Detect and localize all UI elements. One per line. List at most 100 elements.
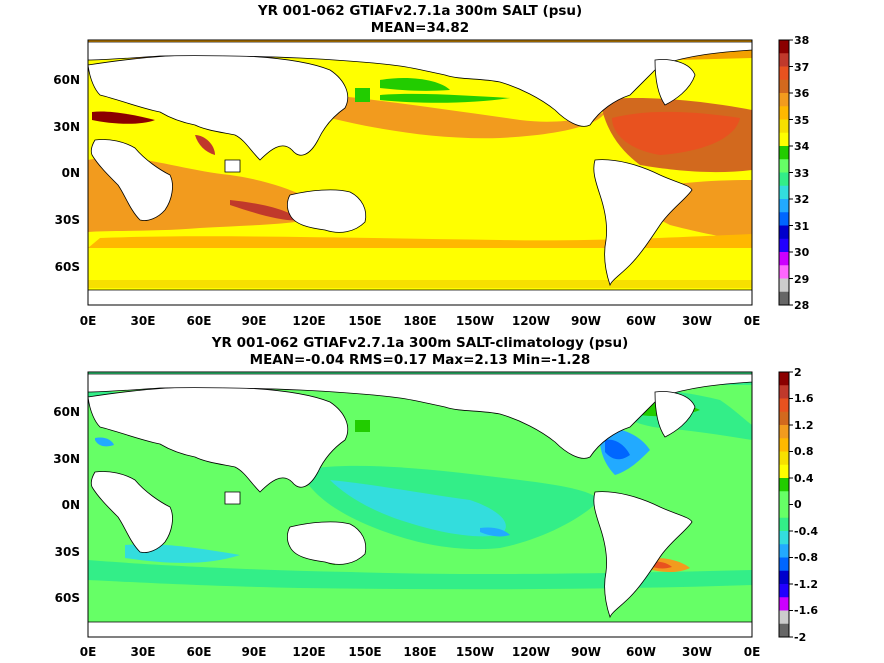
bottom-x-tick-12: 0E <box>744 645 761 659</box>
bottom-chart-subtitle: MEAN=-0.04 RMS=0.17 Max=2.13 Min=-1.28 <box>249 352 591 368</box>
bottom-cb-tick-7: -0.8 <box>794 551 818 564</box>
bottom-y-tick-2: 0N <box>62 498 80 512</box>
top-cb-tick-9: 29 <box>794 273 809 286</box>
bottom-cb-tick-5: 0 <box>794 498 802 511</box>
colorbar-swatch <box>779 212 789 226</box>
colorbar-swatch <box>779 199 789 213</box>
top-x-tick-1: 30E <box>131 314 156 328</box>
top-map <box>88 40 752 305</box>
colorbar-swatch <box>779 172 789 187</box>
bottom-x-tick-6: 180E <box>403 645 436 659</box>
bottom-cb-tick-9: -1.6 <box>794 604 818 617</box>
top-x-tick-4: 120E <box>292 314 325 328</box>
top-cb-tick-1: 37 <box>794 61 809 74</box>
colorbar-swatch <box>779 478 789 492</box>
bottom-y-tick-0: 60N <box>53 405 80 419</box>
bottom-x-tick-3: 90E <box>242 645 267 659</box>
bottom-x-tick-7: 150W <box>456 645 494 659</box>
colorbar-swatch <box>779 385 789 399</box>
top-cb-tick-4: 34 <box>794 140 810 153</box>
colorbar-swatch <box>779 372 789 386</box>
colorbar-swatch <box>779 491 789 505</box>
colorbar-swatch <box>779 544 789 558</box>
bottom-x-tick-8: 120W <box>512 645 550 659</box>
colorbar-swatch <box>779 584 789 598</box>
bottom-map <box>88 372 752 637</box>
colorbar-swatch <box>779 517 789 532</box>
bottom-y-ticks: 60N 30N 0N 30S 60S <box>53 405 80 605</box>
bottom-x-tick-11: 30W <box>682 645 712 659</box>
top-y-tick-2: 0N <box>62 166 80 180</box>
colorbar-swatch <box>779 531 789 545</box>
colorbar-swatch <box>779 106 789 120</box>
top-cb-tick-3: 35 <box>794 114 809 127</box>
bottom-chart-title: YR 001-062 GTIAFv2.7.1a 300m SALT-climat… <box>211 335 629 351</box>
colorbar-swatch <box>779 66 789 81</box>
colorbar-swatch <box>779 425 789 439</box>
top-y-ticks: 60N 30N 0N 30S 60S <box>53 73 80 274</box>
colorbar-swatch <box>779 40 789 54</box>
colorbar-swatch <box>779 291 789 306</box>
top-map-frame <box>87 39 753 306</box>
top-x-tick-11: 30W <box>682 314 712 328</box>
top-x-tick-3: 90E <box>242 314 267 328</box>
top-cb-tick-10: 28 <box>794 299 809 312</box>
colorbar-swatch <box>779 398 789 413</box>
bottom-cb-tick-6: -0.4 <box>794 525 818 538</box>
bottom-cb-tick-4: 0.4 <box>794 472 814 485</box>
bottom-colorbar-ticks: 2 1.6 1.2 0.8 0.4 0 -0.4 -0.8 -1.2 -1.6 … <box>794 366 818 644</box>
colorbar-swatch <box>779 610 789 625</box>
top-colorbar-ticks: 38 37 36 35 34 33 32 31 30 29 28 <box>794 34 810 312</box>
top-y-tick-4: 60S <box>55 260 80 274</box>
colorbar-swatch <box>779 53 789 67</box>
colorbar-swatch <box>779 451 789 466</box>
colorbar-swatch <box>779 252 789 266</box>
colorbar-swatch <box>779 504 789 519</box>
top-y-tick-3: 30S <box>55 213 80 227</box>
colorbar-swatch <box>779 464 789 479</box>
top-x-ticks: 0E 30E 60E 90E 120E 150E 180E 150W 120W … <box>80 314 761 328</box>
bottom-cb-tick-1: 1.6 <box>794 392 814 405</box>
colorbar-swatch <box>779 597 789 611</box>
bottom-cb-tick-10: -2 <box>794 631 806 644</box>
bottom-x-tick-2: 60E <box>187 645 212 659</box>
colorbar-swatch <box>779 438 789 452</box>
top-chart-title: YR 001-062 GTIAFv2.7.1a 300m SALT (psu) <box>257 3 583 19</box>
bottom-y-tick-4: 60S <box>55 591 80 605</box>
top-cb-tick-6: 32 <box>794 193 809 206</box>
top-colorbar <box>778 39 793 306</box>
colorbar-swatch <box>779 146 789 160</box>
bottom-cb-tick-8: -1.2 <box>794 578 818 591</box>
bottom-y-tick-3: 30S <box>55 545 80 559</box>
bottom-y-tick-1: 30N <box>53 452 80 466</box>
bottom-x-tick-0: 0E <box>80 645 97 659</box>
colorbar-swatch <box>779 278 789 293</box>
top-cb-tick-2: 36 <box>794 87 810 100</box>
bottom-x-tick-4: 120E <box>292 645 325 659</box>
bottom-x-ticks: 0E 30E 60E 90E 120E 150E 180E 150W 120W … <box>80 645 761 659</box>
bottom-colorbar <box>778 371 793 638</box>
top-x-tick-5: 150E <box>348 314 381 328</box>
colorbar-swatch <box>779 411 789 426</box>
colorbar-swatch <box>779 225 789 240</box>
colorbar-swatch <box>779 119 789 134</box>
colorbar-swatch <box>779 93 789 107</box>
top-x-tick-7: 150W <box>456 314 494 328</box>
top-x-tick-2: 60E <box>187 314 212 328</box>
top-x-tick-12: 0E <box>744 314 761 328</box>
bottom-x-tick-9: 90W <box>571 645 601 659</box>
top-cb-tick-0: 38 <box>794 34 809 47</box>
bottom-x-tick-5: 150E <box>348 645 381 659</box>
top-cb-tick-7: 31 <box>794 220 809 233</box>
top-x-tick-0: 0E <box>80 314 97 328</box>
bottom-x-tick-10: 60W <box>626 645 656 659</box>
top-x-tick-8: 120W <box>512 314 550 328</box>
top-x-tick-6: 180E <box>403 314 436 328</box>
top-cb-tick-8: 30 <box>794 246 810 259</box>
bottom-map-frame <box>87 371 753 638</box>
top-chart-subtitle: MEAN=34.82 <box>370 20 470 36</box>
colorbar-swatch <box>779 557 789 572</box>
colorbar-swatch <box>779 79 789 94</box>
colorbar-swatch <box>779 185 789 200</box>
